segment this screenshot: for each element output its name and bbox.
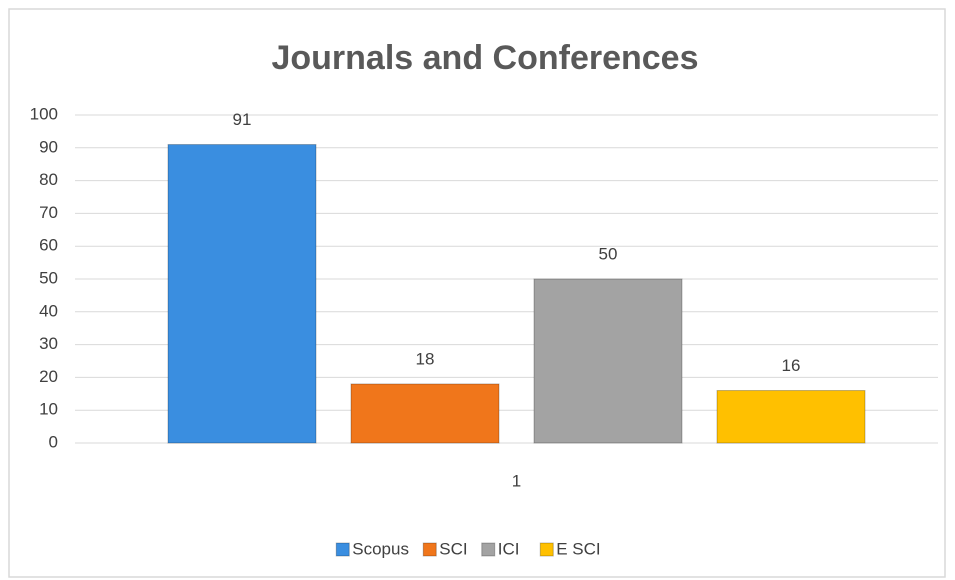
- chart-border: [8, 8, 946, 578]
- data-label: 16: [782, 356, 801, 375]
- bar: [350, 383, 500, 444]
- x-tick-label: 1: [512, 471, 521, 490]
- y-tick-label: 0: [49, 432, 58, 451]
- legend-swatch: [481, 542, 496, 557]
- data-label: 18: [416, 349, 435, 368]
- legend-label: ICI: [498, 539, 520, 558]
- y-tick-label: 90: [39, 137, 58, 156]
- legend-label: E SCI: [556, 539, 600, 558]
- y-tick-label: 40: [39, 301, 58, 320]
- bar: [533, 278, 683, 444]
- y-tick-label: 70: [39, 203, 58, 222]
- y-tick-label: 80: [39, 170, 58, 189]
- y-tick-label: 50: [39, 268, 58, 287]
- bar: [716, 390, 866, 444]
- legend-swatch: [335, 542, 350, 557]
- bar: [167, 144, 317, 444]
- data-label: 91: [233, 110, 252, 129]
- y-tick-label: 10: [39, 400, 58, 419]
- y-tick-label: 30: [39, 334, 58, 353]
- legend-swatch: [539, 542, 554, 557]
- data-label: 50: [599, 244, 618, 263]
- chart-title: Journals and Conferences: [271, 39, 698, 77]
- y-tick-label: 100: [30, 104, 58, 123]
- y-tick-label: 20: [39, 367, 58, 386]
- legend-label: SCI: [439, 539, 467, 558]
- y-tick-label: 60: [39, 236, 58, 255]
- legend-label: Scopus: [352, 539, 409, 558]
- legend-swatch: [422, 542, 437, 557]
